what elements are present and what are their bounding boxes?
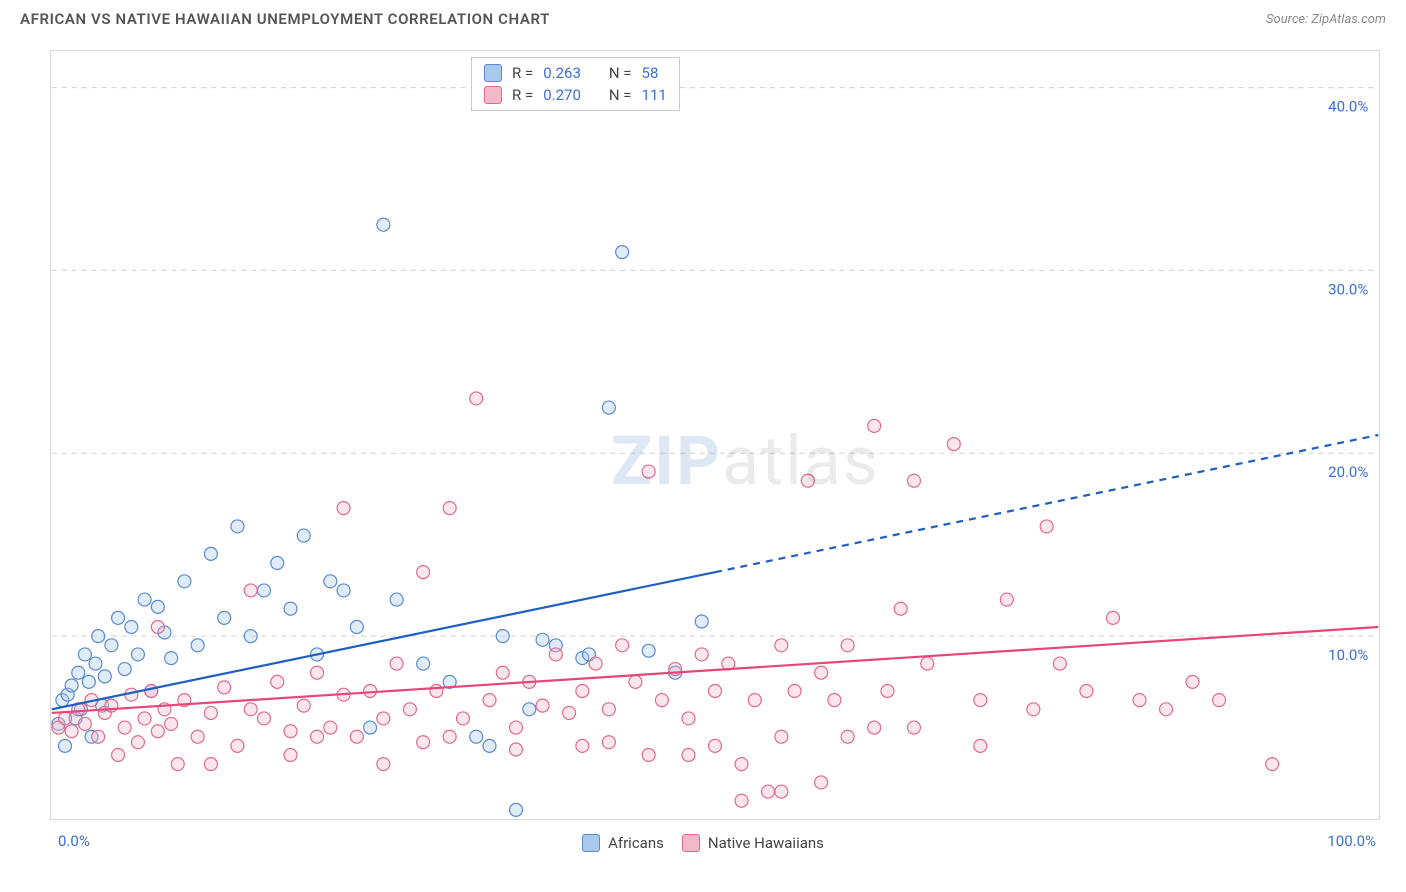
n-value: 111	[642, 86, 667, 104]
r-label: R =	[512, 64, 533, 82]
n-label: N =	[609, 64, 632, 82]
chart-header: AFRICAN VS NATIVE HAWAIIAN UNEMPLOYMENT …	[0, 0, 1406, 34]
n-label: N =	[609, 86, 632, 104]
stats-row: R = 0.270 N = 111	[484, 84, 667, 106]
chart-title: AFRICAN VS NATIVE HAWAIIAN UNEMPLOYMENT …	[20, 10, 550, 28]
swatch-icon	[484, 64, 502, 82]
swatch-icon	[484, 86, 502, 104]
r-value: 0.263	[543, 64, 581, 82]
n-value: 58	[642, 64, 659, 82]
r-value: 0.270	[543, 86, 581, 104]
legend: Africans Native Hawaiians	[0, 834, 1406, 852]
correlation-stats-box: R = 0.263 N = 58 R = 0.270 N = 111	[471, 57, 680, 111]
swatch-icon	[682, 834, 700, 852]
svg-text:10.0%: 10.0%	[1328, 646, 1368, 664]
stats-row: R = 0.263 N = 58	[484, 62, 667, 84]
chart-plot-area: 10.0%20.0%30.0%40.0% ZIPatlas R = 0.263 …	[50, 50, 1380, 820]
legend-item: Native Hawaiians	[682, 834, 824, 852]
svg-text:30.0%: 30.0%	[1328, 280, 1368, 298]
legend-item: Africans	[582, 834, 664, 852]
svg-text:40.0%: 40.0%	[1328, 98, 1368, 116]
legend-label: Native Hawaiians	[708, 834, 824, 852]
swatch-icon	[582, 834, 600, 852]
svg-text:20.0%: 20.0%	[1328, 463, 1368, 481]
legend-label: Africans	[608, 834, 664, 852]
r-label: R =	[512, 86, 533, 104]
scatter-plot-svg: 10.0% 20.0% 30.0% 40.0%	[51, 51, 1379, 819]
chart-source: Source: ZipAtlas.com	[1266, 12, 1386, 27]
